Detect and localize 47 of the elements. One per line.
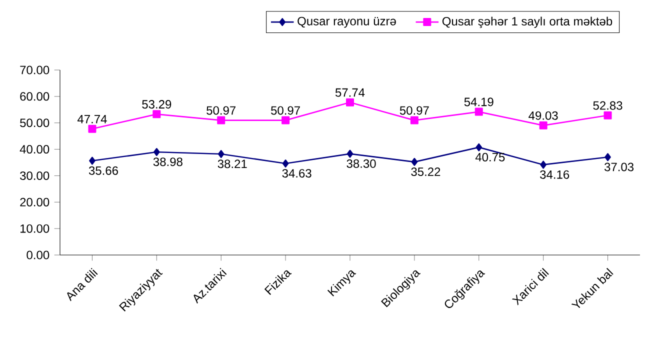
data-label: 38.98 xyxy=(153,158,182,166)
point xyxy=(218,150,224,158)
legend-label: Qusar şəhər 1 saylı orta məktəb xyxy=(442,16,612,28)
point xyxy=(346,150,354,158)
data-label: 35.22 xyxy=(411,168,440,176)
data-label: 50.97 xyxy=(206,106,236,115)
data-label: 38.30 xyxy=(346,159,376,168)
data-label: 47.74 xyxy=(77,114,107,124)
point xyxy=(474,108,483,116)
x-tick-label: Ana dili xyxy=(67,268,98,302)
data-label: 34.16 xyxy=(540,170,570,179)
point xyxy=(604,111,612,120)
point xyxy=(153,148,160,156)
point xyxy=(282,159,289,168)
data-label: 53.29 xyxy=(142,100,172,109)
data-label: 40.75 xyxy=(475,152,505,162)
y-tick-label: 40.00 xyxy=(20,145,50,154)
point xyxy=(346,98,354,106)
point xyxy=(89,156,96,165)
point xyxy=(476,143,482,152)
y-tick-label: 10.00 xyxy=(20,224,50,233)
data-label: 37.03 xyxy=(604,162,634,172)
point xyxy=(410,116,418,124)
y-tick-label: 60.00 xyxy=(20,92,50,101)
y-tick-label: 50.00 xyxy=(20,118,50,128)
y-tick-label: 30.00 xyxy=(20,171,50,180)
point xyxy=(540,160,546,169)
data-label: 49.03 xyxy=(528,111,558,120)
y-tick-label: 70.00 xyxy=(20,66,50,74)
point xyxy=(604,153,611,162)
point xyxy=(539,121,548,130)
y-tick-label: 0.00 xyxy=(26,250,50,260)
data-label: 52.83 xyxy=(593,101,622,110)
point xyxy=(88,124,96,133)
data-label: 34.63 xyxy=(282,169,312,178)
data-label: 57.74 xyxy=(335,88,365,97)
point xyxy=(411,158,418,166)
data-label: 54.19 xyxy=(464,98,494,106)
point xyxy=(217,116,226,124)
y-tick-label: 20.00 xyxy=(20,198,50,206)
point xyxy=(282,116,290,124)
legend-label: Qusar rayonu üzrə xyxy=(298,16,396,28)
data-label: 50.97 xyxy=(271,106,300,115)
data-label: 35.66 xyxy=(88,166,118,175)
data-label: 38.21 xyxy=(218,160,247,168)
point xyxy=(152,110,161,118)
data-label: 50.97 xyxy=(400,106,429,115)
